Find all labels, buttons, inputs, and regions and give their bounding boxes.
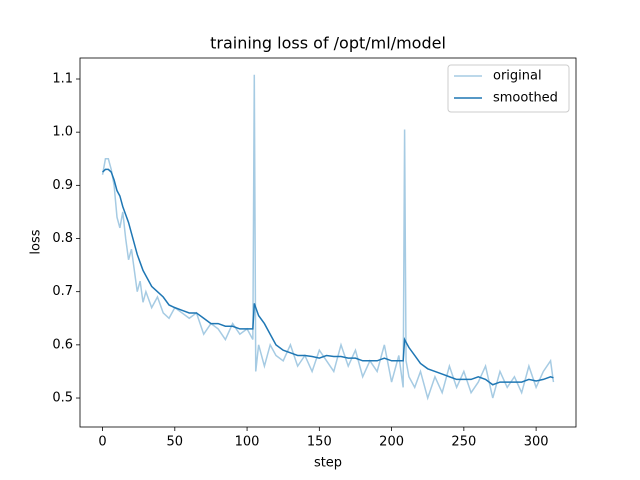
x-tick-label: 200 — [379, 435, 404, 450]
y-tick-label: 0.6 — [52, 337, 73, 352]
y-axis-label: loss — [29, 229, 44, 254]
y-tick-label: 0.5 — [52, 391, 73, 406]
x-tick-label: 150 — [307, 435, 332, 450]
x-axis-label: step — [314, 456, 342, 471]
x-tick-label: 100 — [235, 435, 260, 450]
y-tick-label: 1.1 — [52, 72, 73, 87]
x-tick-label: 250 — [451, 435, 476, 450]
y-tick-label: 0.9 — [52, 178, 73, 193]
chart-title: training loss of /opt/ml/model — [210, 34, 446, 53]
y-tick-label: 1.0 — [52, 125, 73, 140]
x-tick-label: 300 — [524, 435, 549, 450]
x-tick-label: 50 — [167, 435, 184, 450]
plot-frame — [79, 57, 577, 428]
legend-label: original — [493, 69, 542, 84]
legend-label: smoothed — [493, 91, 558, 106]
y-tick-label: 0.8 — [52, 231, 73, 246]
x-tick-label: 0 — [98, 435, 106, 450]
line-series — [101, 74, 555, 401]
y-tick-label: 0.7 — [52, 284, 73, 299]
line-series — [102, 168, 554, 386]
